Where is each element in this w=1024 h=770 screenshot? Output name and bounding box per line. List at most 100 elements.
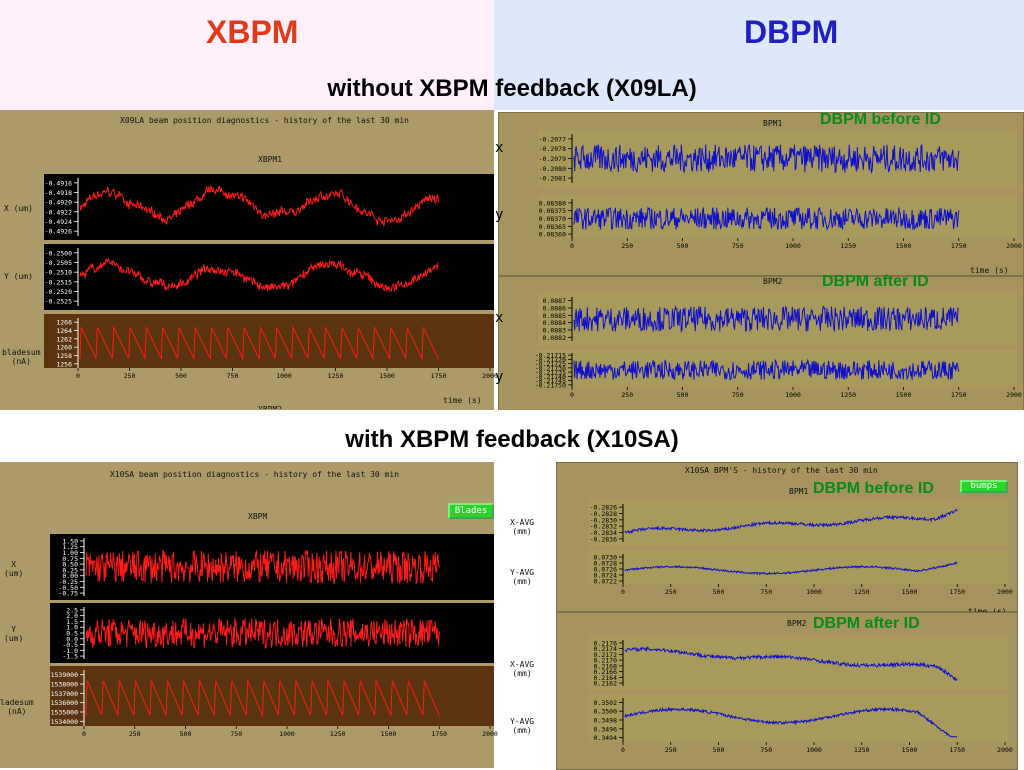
s2-dbpm-window-title: X10SA BPM'S - history of the last 30 min (685, 466, 878, 475)
y-tick-label: 0.0882 (543, 334, 567, 342)
plot-background (50, 666, 494, 726)
y-tick-label: 0.2166 (594, 668, 618, 676)
s1-bpm2-name: BPM2 (763, 277, 783, 286)
y-tick-label: -0.4918 (45, 189, 72, 197)
series-line (624, 508, 958, 534)
plot-background (538, 293, 1018, 345)
plot-background (589, 500, 1009, 546)
y-tick-label: 0.08360 (539, 231, 566, 239)
s1-xbpm-x-plot: -0.4916 -0.4918 -0.4920-0.4922 -0.4924 -0.49… (44, 174, 494, 240)
y-tick-label: 1264 (56, 327, 72, 335)
series-line (573, 144, 960, 174)
plot-background (44, 244, 494, 310)
x-tick-label: 250 (124, 372, 136, 380)
y-tick-label: 1260 (56, 344, 72, 352)
x-tick-label: 750 (227, 372, 239, 380)
y-tick-label: 2.0 (66, 612, 78, 620)
y-tick-label: -0.4920 (45, 199, 72, 207)
x-tick-label: 2000 (482, 372, 498, 380)
series-line (85, 550, 440, 585)
y-tick-label: 0.0724 (594, 572, 618, 580)
x-tick-label: 1750 (951, 242, 967, 250)
y-tick-label: -0.2081 (539, 175, 566, 183)
y-tick-label: 0.3496 (594, 725, 618, 733)
x-tick-label: 0 (76, 372, 80, 380)
x-tick-label: 500 (677, 391, 689, 399)
x-tick-label: 500 (713, 746, 725, 754)
x-tick-label: 250 (665, 588, 677, 596)
x-tick-label: 1750 (949, 588, 965, 596)
x-tick-label: 0 (621, 588, 625, 596)
x-tick-label: 250 (129, 730, 141, 738)
y-tick-label: 0.2168 (594, 662, 618, 670)
s2-bpm1-yavg-label: Y-AVG (mm) (510, 568, 535, 586)
s2-xbpm-y-plot: 2.52.01.51.00.50.0-0.5-1.0-1.5 (50, 603, 494, 663)
y-tick-label: 0.3500 (594, 708, 618, 716)
y-tick-label: 0.08370 (539, 215, 566, 223)
dbpm-header (494, 0, 1024, 110)
x-tick-label: 1000 (785, 391, 801, 399)
x-tick-label: 1250 (854, 746, 870, 754)
s2-xbpm-name: XBPM (248, 512, 268, 521)
s1-bpm1-x-plot: -0.2077 -0.2078 -0.2079 -0.2080 -0.2081 (538, 130, 1018, 187)
x-tick-label: 1000 (806, 746, 822, 754)
s1-xbpm-name: XBPM1 (258, 155, 283, 164)
series-line (79, 257, 439, 293)
s2-bpm2-yavg-label: Y-AVG (mm) (510, 717, 535, 735)
y-tick-label: 0.0884 (543, 319, 567, 327)
series-line (85, 618, 440, 650)
s2-xbpm-window-title: X10SA beam position diagnostics - histor… (110, 470, 399, 479)
y-tick-label: 0.0728 (594, 560, 618, 568)
y-tick-label: -0.75 (58, 590, 78, 598)
y-tick-label: -0.21750 (535, 381, 566, 389)
y-tick-label: 0.08375 (539, 207, 566, 215)
s2-bpm1-name: BPM1 (789, 487, 809, 496)
y-tick-label: -0.25 (58, 578, 78, 586)
x-tick-label: 500 (713, 588, 725, 596)
section2-band (0, 410, 1024, 462)
y-tick-label: 1.25 (62, 543, 78, 551)
x-tick-label: 1750 (949, 746, 965, 754)
series-line (79, 185, 439, 226)
x-tick-label: 250 (621, 242, 633, 250)
s1-bpm2-y-letter: y (495, 369, 504, 385)
y-tick-label: 0.2176 (594, 639, 618, 647)
x-tick-label: 0 (82, 730, 86, 738)
y-tick-label: -0.2830 (590, 516, 617, 524)
s2-dbpm-after-label: DBPM after ID (813, 615, 920, 632)
x-tick-label: 1250 (854, 588, 870, 596)
y-tick-label: 1535000 (51, 709, 78, 717)
x-tick-label: 1500 (902, 746, 918, 754)
y-tick-label: -0.2834 (590, 529, 617, 537)
y-tick-label: 1537000 (51, 690, 78, 698)
y-tick-label: 1.5 (66, 618, 78, 626)
bumps-button[interactable]: bumps (960, 480, 1008, 493)
y-tick-label: -0.2525 (45, 298, 72, 306)
x-tick-label: 1000 (785, 242, 801, 250)
y-tick-label: -0.50 (58, 584, 78, 592)
x-tick-label: 2000 (997, 588, 1013, 596)
y-tick-label: 0.25 (62, 566, 78, 574)
y-tick-label: -0.21740 (535, 373, 566, 381)
x-tick-label: 0 (621, 746, 625, 754)
y-tick-label: 1536000 (51, 699, 78, 707)
y-tick-label: 0.50 (62, 561, 78, 569)
y-tick-label: -0.21715 (535, 352, 566, 360)
y-tick-label: 0.5 (66, 630, 78, 638)
s2-bpm1-xavg-label: X-AVG (mm) (510, 518, 535, 536)
x-tick-label: 1750 (431, 730, 447, 738)
y-tick-label: 0.3498 (594, 717, 618, 725)
s1-ylabel-y: Y (um) (4, 272, 33, 281)
x-tick-label: 2000 (482, 730, 498, 738)
x-tick-label: 1500 (902, 588, 918, 596)
series-line (624, 646, 958, 681)
x-tick-label: 750 (760, 746, 772, 754)
y-tick-label: -0.2077 (539, 135, 566, 143)
y-tick-label: -0.4926 (45, 228, 72, 236)
x-tick-label: 750 (760, 588, 772, 596)
y-tick-label: -0.2510 (45, 269, 72, 277)
blades-button[interactable]: Blades (448, 503, 494, 519)
